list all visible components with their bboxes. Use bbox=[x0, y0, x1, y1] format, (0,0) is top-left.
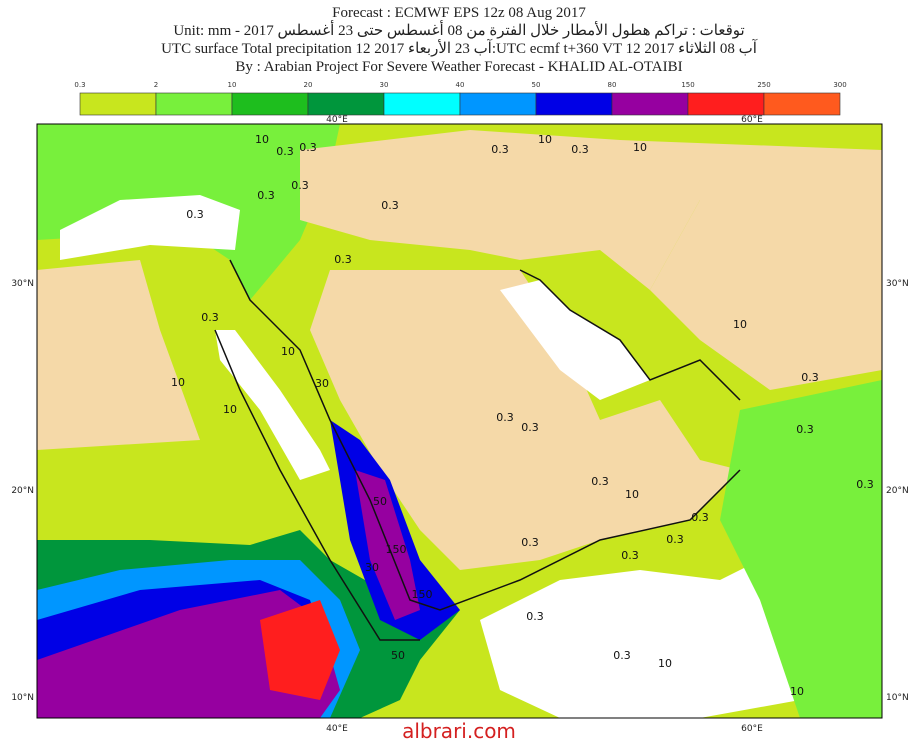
lon-label: 40°E bbox=[326, 115, 348, 125]
colorbar-label: 40 bbox=[456, 81, 465, 89]
colorbar-label: 50 bbox=[532, 81, 541, 89]
contour-label: 10 bbox=[790, 685, 804, 698]
contour-label: 10 bbox=[255, 133, 269, 146]
map-frame bbox=[36, 123, 883, 719]
contour-label: 0.3 bbox=[526, 610, 544, 623]
lat-label: 20°N bbox=[11, 486, 34, 496]
contour-label: 0.3 bbox=[491, 143, 509, 156]
lon-label: 40°E bbox=[326, 724, 348, 734]
header-line: Forecast : ECMWF EPS 12z 08 Aug 2017 bbox=[332, 5, 586, 21]
map bbox=[37, 124, 882, 718]
contour-label: 0.3 bbox=[856, 478, 874, 491]
lat-label: 30°N bbox=[11, 279, 34, 289]
contour-label: 150 bbox=[412, 588, 433, 601]
colorbar-box bbox=[231, 92, 309, 116]
contour-label: 30 bbox=[315, 377, 329, 390]
wet-area bbox=[260, 600, 340, 700]
contour-label: 0.3 bbox=[496, 411, 514, 424]
contour-label: 0.3 bbox=[276, 145, 294, 158]
colorbar-box bbox=[459, 92, 537, 116]
dry-land bbox=[300, 130, 882, 290]
contour-label: 0.3 bbox=[691, 511, 709, 524]
colorbar-box bbox=[155, 92, 233, 116]
contour-label: 0.3 bbox=[521, 421, 539, 434]
contour-label: 0.3 bbox=[613, 649, 631, 662]
contour-label: 10 bbox=[538, 133, 552, 146]
coastline bbox=[519, 269, 741, 401]
colorbar-label: 20 bbox=[304, 81, 313, 89]
colorbar-box bbox=[687, 92, 765, 116]
colorbar-label: 2 bbox=[154, 81, 158, 89]
contour-label: 0.3 bbox=[291, 179, 309, 192]
wet-area bbox=[720, 380, 882, 718]
dry-land bbox=[37, 260, 200, 450]
contour-label: 0.3 bbox=[666, 533, 684, 546]
header-line: UTC surface Total precipitation 12 2017 … bbox=[161, 39, 758, 57]
contour-label: 50 bbox=[373, 495, 387, 508]
sea bbox=[60, 195, 240, 260]
sea bbox=[480, 560, 800, 718]
lat-label: 10°N bbox=[886, 693, 909, 703]
contour-label: 50 bbox=[391, 649, 405, 662]
contour-label: 10 bbox=[281, 345, 295, 358]
contour-label: 0.3 bbox=[621, 549, 639, 562]
lat-label: 10°N bbox=[11, 693, 34, 703]
colorbar-label: 30 bbox=[380, 81, 389, 89]
contour-label: 0.3 bbox=[299, 141, 317, 154]
contour-labels: 0.3 0.3 10 0.3 0.3 0.3 0.3 0.3 0.3 10 30 10 10 0.3 0.3… bbox=[171, 133, 874, 698]
colorbar-box bbox=[611, 92, 689, 116]
colorbar-label: 80 bbox=[608, 81, 617, 89]
coastline bbox=[229, 259, 741, 611]
sea bbox=[500, 280, 650, 400]
contour-label: 10 bbox=[733, 318, 747, 331]
colorbar-box bbox=[763, 92, 841, 116]
contour-label: 10 bbox=[625, 488, 639, 501]
contour-label: 0.3 bbox=[381, 199, 399, 212]
sea bbox=[215, 330, 330, 480]
lon-label: 60°E bbox=[741, 724, 763, 734]
coastline bbox=[214, 329, 420, 641]
colorbar-label: 250 bbox=[757, 81, 770, 89]
colorbar: 0.3 2 10 20 30 40 50 80 150 250 300 bbox=[74, 81, 847, 116]
contour-label: 0.3 bbox=[571, 143, 589, 156]
colorbar-box bbox=[383, 92, 461, 116]
contour-label: 0.3 bbox=[186, 208, 204, 221]
colorbar-box bbox=[79, 92, 157, 116]
contour-label: 10 bbox=[633, 141, 647, 154]
header-line: Unit: mm - 2017 توقعات : تراكم هطول الأم… bbox=[173, 20, 744, 39]
colorbar-label: 150 bbox=[681, 81, 694, 89]
contour-label: 150 bbox=[386, 543, 407, 556]
contour-label: 0.3 bbox=[591, 475, 609, 488]
lat-label: 30°N bbox=[886, 279, 909, 289]
contour-label: 0.3 bbox=[801, 371, 819, 384]
lon-label: 60°E bbox=[741, 115, 763, 125]
colorbar-box bbox=[307, 92, 385, 116]
contour-label: 0.3 bbox=[796, 423, 814, 436]
dry-land bbox=[310, 270, 740, 570]
header-line: By : Arabian Project For Severe Weather … bbox=[235, 59, 682, 75]
contour-label: 0.3 bbox=[201, 311, 219, 324]
header: Forecast : ECMWF EPS 12z 08 Aug 2017 Uni… bbox=[161, 5, 758, 75]
colorbar-box bbox=[535, 92, 613, 116]
contour-label: 0.3 bbox=[257, 189, 275, 202]
colorbar-label: 0.3 bbox=[74, 81, 85, 89]
contour-label: 0.3 bbox=[334, 253, 352, 266]
contour-label: 30 bbox=[365, 561, 379, 574]
colorbar-label: 10 bbox=[228, 81, 237, 89]
watermark: albrari.com bbox=[402, 719, 516, 741]
lat-label: 20°N bbox=[886, 486, 909, 496]
contour-label: 0.3 bbox=[521, 536, 539, 549]
contour-label: 10 bbox=[223, 403, 237, 416]
dry-land bbox=[650, 200, 882, 390]
contour-label: 10 bbox=[171, 376, 185, 389]
colorbar-label: 300 bbox=[833, 81, 846, 89]
contour-label: 10 bbox=[658, 657, 672, 670]
graticule-labels: 40°E 60°E 40°E 60°E 30°N 20°N 10°N 30°N … bbox=[11, 115, 908, 734]
